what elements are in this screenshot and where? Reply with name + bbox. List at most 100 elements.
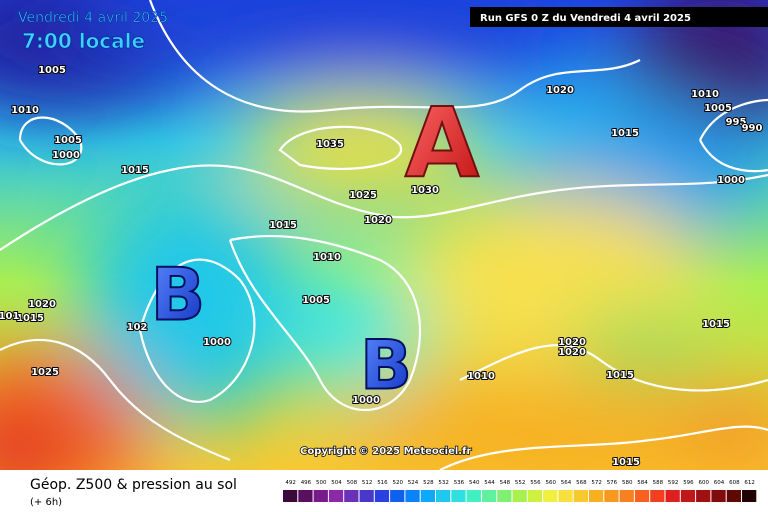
isobar-label: 1035 [316,139,344,150]
legend-swatch [283,490,298,502]
footer-subtitle: (+ 6h) [30,497,62,508]
legend-tick-label: 604 [714,480,725,486]
legend-tick-label: 512 [362,480,373,486]
isobar-label: 101 [0,311,19,322]
legend-swatch [420,490,435,502]
legend-swatch [313,490,328,502]
isobar-label: 1005 [54,135,82,146]
isobar-label: 1025 [349,190,377,201]
legend-swatch [298,490,313,502]
legend-swatch [711,490,726,502]
footer-title: Géop. Z500 & pression au sol [30,477,237,493]
isobar-label: 995 [726,117,747,128]
time: 7:00 locale [22,29,145,53]
legend-tick-label: 552 [515,480,526,486]
pressure-centers: A B B [150,86,481,406]
isobar-label: 1000 [352,395,380,406]
legend-tick-label: 588 [653,480,664,486]
isobar-label: 1020 [558,337,586,348]
legend-swatch [436,490,451,502]
isobar-label: 1010 [691,89,719,100]
legend-swatch [680,490,696,502]
legend-swatch [481,490,497,502]
isobar-label: 1020 [28,299,56,310]
legend-tick-label: 612 [744,480,755,486]
isobar-label: 1010 [313,252,341,263]
legend-swatch [527,490,543,502]
legend-swatch [497,490,512,502]
isobar-label: 1010 [467,371,495,382]
center-label: B [151,253,206,337]
legend-tick-label: 524 [408,480,419,486]
isobar-label: 1015 [612,457,640,468]
legend-swatch [589,490,604,502]
legend-swatch [742,490,757,502]
legend-tick-label: 592 [668,480,679,486]
isobar-label: 1025 [31,367,59,378]
isobars [0,0,768,470]
isobar-label: 1015 [121,165,149,176]
legend-swatch [451,490,466,502]
legend-tick-label: 608 [729,480,740,486]
legend-swatch [619,490,634,502]
legend-tick-label: 556 [530,480,541,486]
copyright: Copyright © 2025 Meteociel.fr [300,446,471,457]
legend-tick-label: 528 [423,480,434,486]
isobar-label: 1010 [11,105,39,116]
isobar-label: 1015 [611,128,639,139]
isobar-label: 1015 [606,370,634,381]
legend-swatch [390,490,405,502]
center-label: A [405,87,479,199]
legend-swatch [466,490,481,502]
isobar-label: 990 [742,123,763,134]
legend-swatch [344,490,359,502]
legend-tick-label: 492 [285,480,296,486]
isobar-label: 1015 [16,313,44,324]
legend-tick-label: 508 [347,480,358,486]
legend-tick-label: 496 [301,480,312,486]
legend-tick-label: 568 [576,480,587,486]
isobar-label: 1005 [704,103,732,114]
run: Run GFS 0 Z du Vendredi 4 avril 2025 [480,13,691,24]
legend-tick-label: 540 [469,480,480,486]
legend-swatch [512,490,527,502]
legend-swatch [604,490,619,502]
center-label: B [360,327,412,406]
legend-tick-label: 504 [331,480,342,486]
run-box [470,7,768,27]
isobar-label: 1030 [411,185,439,196]
legend-tick-label: 548 [500,480,511,486]
isobar-label: 1005 [302,295,330,306]
isobar-labels: 1005 1010 1005 1000 1015 1035 1025 1030 1020 1015… [0,64,763,469]
legend-swatch [650,490,665,502]
legend-swatch [359,490,374,502]
legend-swatch [405,490,420,502]
legend-tick-label: 600 [699,480,710,486]
date: Vendredi 4 avril 2025 [18,10,168,26]
isobar-label: 1015 [269,220,297,231]
legend-swatch [543,490,558,502]
legend-tick-label: 544 [484,480,495,486]
legend-swatch [558,490,573,502]
legend-tick-label: 564 [561,480,572,486]
isobar-label: 1000 [52,150,80,161]
legend-tick-label: 580 [622,480,633,486]
legend-tick-label: 584 [637,480,648,486]
legend-tick-label: 596 [683,480,694,486]
isobar-label: 1000 [203,337,231,348]
isobar-label: 1020 [364,215,392,226]
legend-tick-label: 520 [393,480,404,486]
legend-tick-label: 576 [607,480,618,486]
legend-tick-label: 572 [591,480,602,486]
isobar-label: 1000 [717,175,745,186]
legend-swatch [374,490,390,502]
legend-swatch [634,490,650,502]
legend-tick-label: 532 [438,480,449,486]
legend: 492 496 500 504 508 512 516 520 524 528 532 536 540 5… [283,480,757,502]
isobar-label: 1015 [702,319,730,330]
legend-tick-label: 516 [377,480,388,486]
isobar-label: 102 [127,322,148,333]
isobar-label: 1005 [38,65,66,76]
